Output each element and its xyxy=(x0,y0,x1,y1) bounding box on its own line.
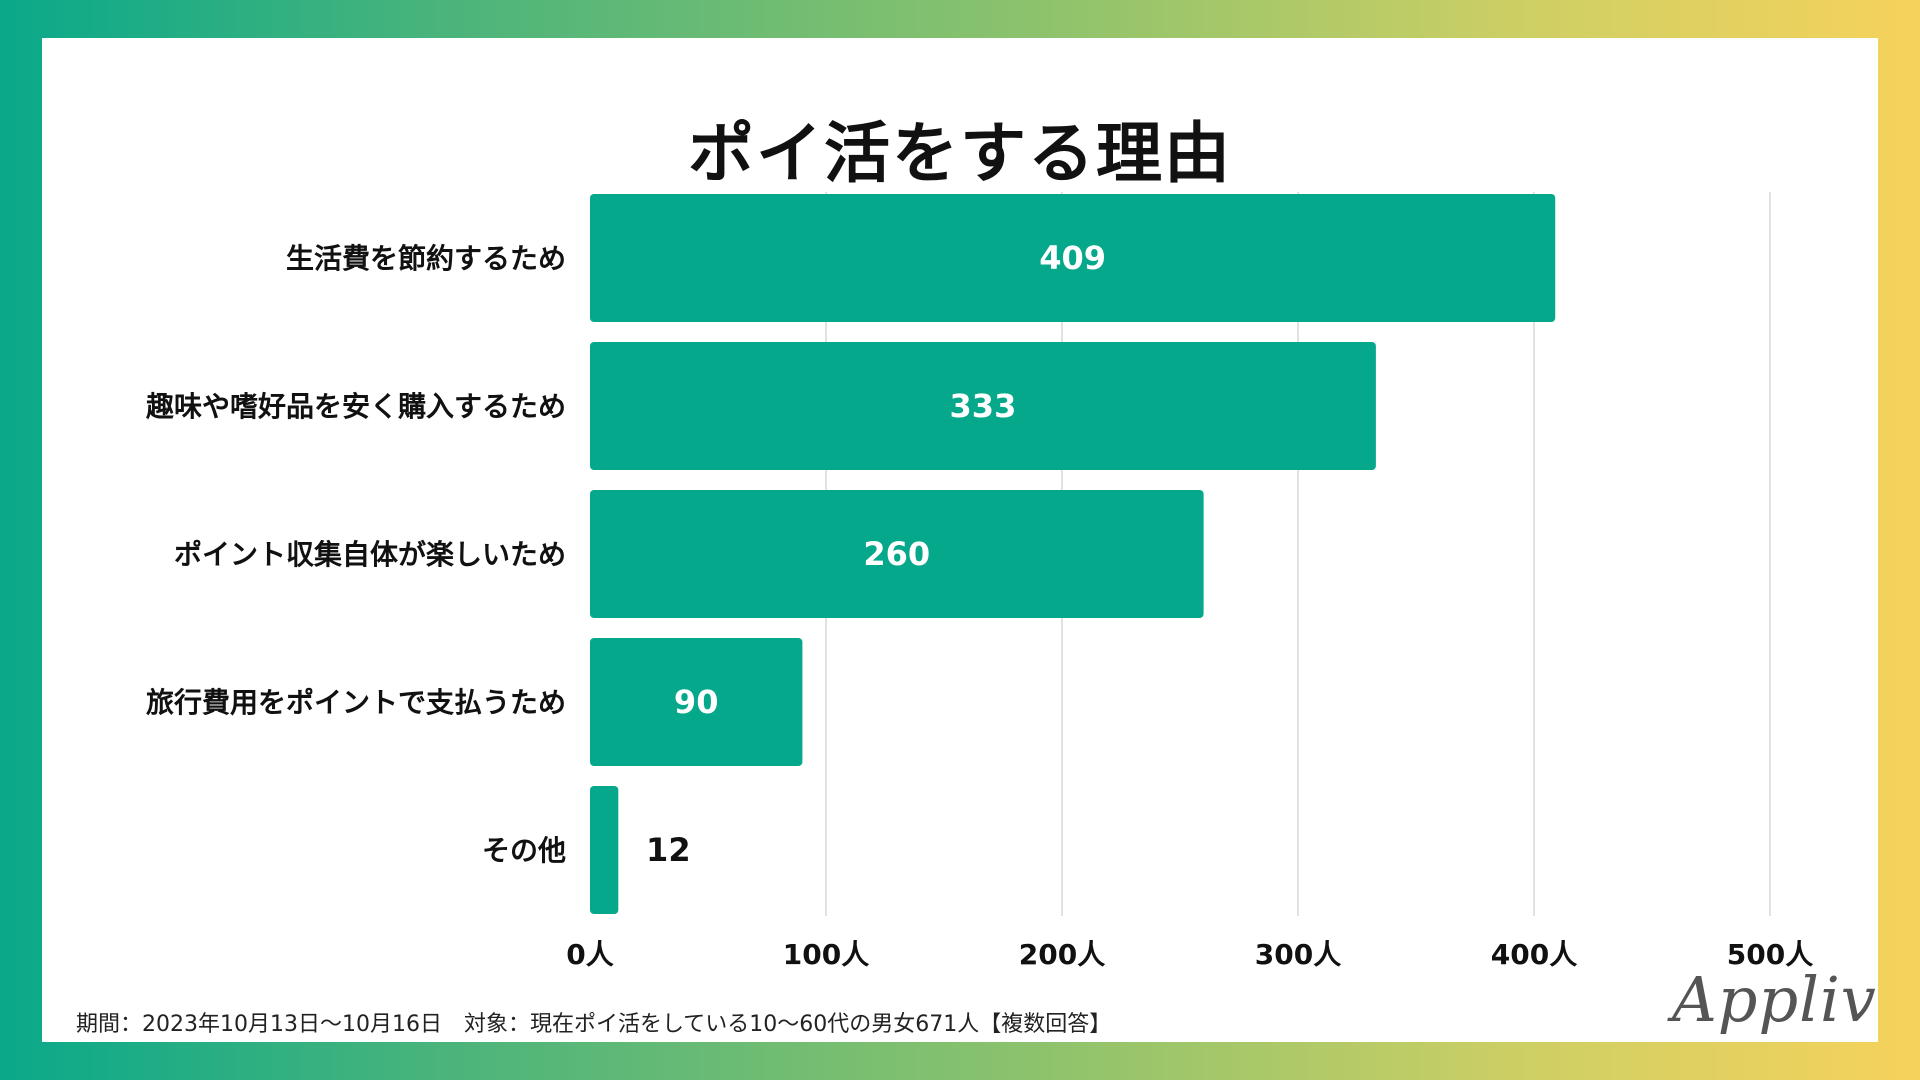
category-label: その他 xyxy=(482,834,566,867)
category-label: 旅行費用をポイントで支払うため xyxy=(146,686,566,719)
bar xyxy=(590,490,1204,618)
category-label: ポイント収集自体が楽しいため xyxy=(174,538,566,571)
bar xyxy=(590,342,1376,470)
data-label: 409 xyxy=(1039,239,1106,277)
chart-title: ポイ活をする理由 xyxy=(688,115,1232,192)
data-label: 260 xyxy=(863,535,930,573)
x-tick-label: 100人 xyxy=(783,938,869,971)
bar xyxy=(590,786,619,914)
x-tick-label: 400人 xyxy=(1491,938,1577,971)
bar xyxy=(590,638,803,766)
footnote: 期間：2023年10月13日〜10月16日 対象：現在ポイ活をしている10〜60… xyxy=(76,1012,1112,1037)
bar-chart: 0人 100人 200人 300人 400人 500人 生活費を節約するため 409 趣味や嗜好… xyxy=(146,192,1813,971)
data-label: 12 xyxy=(646,831,691,869)
x-tick-label: 200人 xyxy=(1019,938,1105,971)
data-label: 333 xyxy=(950,387,1017,425)
x-tick-label: 0人 xyxy=(566,938,613,971)
category-label: 生活費を節約するため xyxy=(286,242,566,275)
chart-card: ポイ活をする理由 0人 100人 200人 300人 400人 500人 生活費を節約するた… xyxy=(42,38,1878,1042)
applivlogo: Appliv xyxy=(1672,963,1877,1036)
category-label: 趣味や嗜好品を安く購入するため xyxy=(146,390,566,423)
x-tick-label: 500人 xyxy=(1727,938,1813,971)
x-tick-label: 300人 xyxy=(1255,938,1341,971)
bar xyxy=(590,194,1556,322)
data-label: 90 xyxy=(674,683,719,721)
